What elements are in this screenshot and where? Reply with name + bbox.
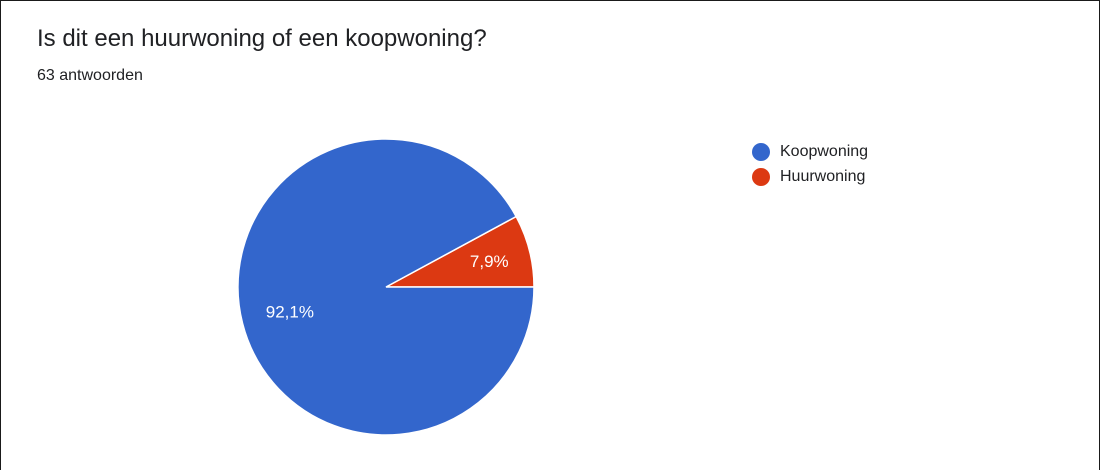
pie-slices	[237, 138, 535, 436]
chart-legend: Koopwoning Huurwoning	[752, 139, 868, 189]
chart-title: Is dit een huurwoning of een koopwoning?	[37, 25, 487, 52]
pie-label-koopwoning: 92,1%	[266, 302, 314, 321]
response-count: 63 antwoorden	[37, 67, 143, 84]
pie-label-huurwoning: 7,9%	[470, 252, 509, 271]
legend-label-huurwoning: Huurwoning	[780, 167, 866, 185]
pie-slice-koopwoning[interactable]	[237, 138, 535, 436]
pie-chart: 7,9% 92,1%	[237, 138, 535, 436]
legend-item-koopwoning[interactable]: Koopwoning	[752, 139, 868, 164]
legend-item-huurwoning[interactable]: Huurwoning	[752, 164, 868, 189]
legend-swatch-huurwoning	[752, 167, 770, 186]
pie-labels: 7,9% 92,1%	[266, 252, 509, 322]
legend-label-koopwoning: Koopwoning	[780, 142, 869, 160]
legend-swatch-koopwoning	[752, 142, 770, 161]
